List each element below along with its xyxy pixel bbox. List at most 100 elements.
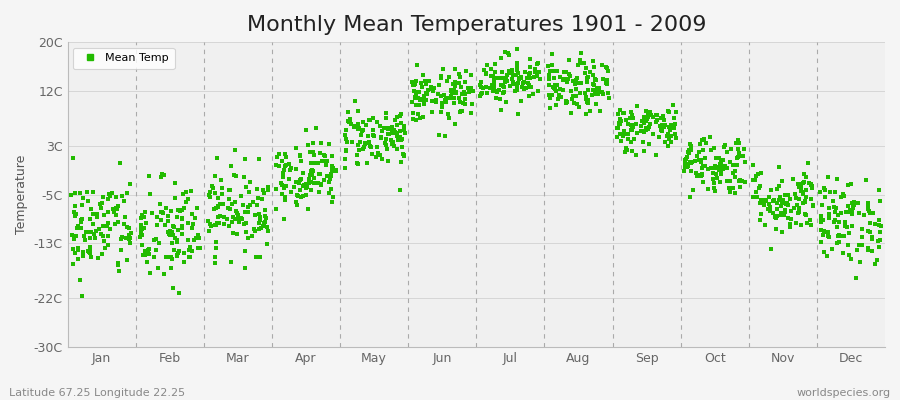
Point <box>704 165 718 171</box>
Point <box>355 128 369 135</box>
Point <box>166 232 180 238</box>
Point <box>476 85 491 91</box>
Point <box>487 85 501 91</box>
Point <box>708 162 723 169</box>
Point <box>152 240 166 246</box>
Point <box>524 84 538 90</box>
Point <box>749 173 763 179</box>
Point <box>134 242 148 248</box>
Point <box>79 228 94 235</box>
Point <box>394 158 409 165</box>
Point <box>282 161 296 168</box>
Point <box>118 214 132 220</box>
Point <box>238 265 253 272</box>
Point <box>276 167 291 173</box>
Point <box>714 169 728 176</box>
Point <box>796 191 811 198</box>
Point <box>176 190 190 197</box>
Point <box>706 176 720 182</box>
Point <box>763 187 778 194</box>
Point <box>175 225 189 231</box>
Point <box>344 120 358 127</box>
Point <box>381 126 395 132</box>
Point <box>716 166 730 172</box>
Point <box>805 196 819 202</box>
Point <box>779 200 794 207</box>
Point <box>762 194 777 200</box>
Point <box>497 84 511 90</box>
Title: Monthly Mean Temperatures 1901 - 2009: Monthly Mean Temperatures 1901 - 2009 <box>247 15 706 35</box>
Point <box>321 141 336 148</box>
Point <box>767 197 781 204</box>
Point <box>148 237 162 243</box>
Point <box>845 211 859 218</box>
Point <box>835 250 850 256</box>
Point <box>560 79 574 85</box>
Point <box>566 78 580 84</box>
Point <box>716 157 730 163</box>
Point <box>428 99 443 105</box>
Point <box>555 77 570 83</box>
Point <box>527 69 542 76</box>
Point <box>637 118 652 124</box>
Point <box>542 72 556 78</box>
Point <box>590 91 605 98</box>
Point <box>71 247 86 254</box>
Point <box>283 167 297 173</box>
Point <box>172 208 186 214</box>
Point <box>101 233 115 239</box>
Point <box>600 65 615 71</box>
Point <box>778 192 793 198</box>
Point <box>462 89 476 96</box>
Point <box>324 186 338 192</box>
Point <box>189 235 203 242</box>
Point <box>616 110 631 116</box>
Point <box>526 91 540 98</box>
Point <box>713 178 727 185</box>
Point <box>626 122 640 128</box>
Point <box>861 208 876 214</box>
Point <box>552 92 566 98</box>
Point <box>432 132 446 138</box>
Point <box>170 253 184 260</box>
Point <box>749 189 763 195</box>
Point <box>762 208 777 215</box>
Point <box>310 179 325 186</box>
Point <box>502 52 517 58</box>
Point <box>544 62 559 68</box>
Point <box>325 164 339 170</box>
Point <box>638 118 652 124</box>
Point <box>64 192 78 198</box>
Point <box>753 170 768 176</box>
Point <box>97 212 112 218</box>
Point <box>666 102 680 109</box>
Point <box>241 204 256 210</box>
Point <box>516 80 530 87</box>
Point <box>440 78 454 84</box>
Point <box>167 180 182 186</box>
Point <box>227 172 241 178</box>
Point <box>444 87 458 94</box>
Point <box>487 75 501 81</box>
Point <box>836 233 850 240</box>
Point <box>360 160 374 166</box>
Point <box>454 74 468 80</box>
Point <box>135 232 149 238</box>
Point <box>253 216 267 223</box>
Point <box>530 73 544 79</box>
Point <box>326 168 340 175</box>
Point <box>394 136 409 142</box>
Point <box>299 180 313 187</box>
Point <box>122 225 136 231</box>
Point <box>774 202 788 209</box>
Point <box>253 214 267 220</box>
Point <box>720 165 734 172</box>
Point <box>792 184 806 190</box>
Point <box>437 133 452 139</box>
Point <box>847 199 861 206</box>
Point <box>417 93 431 100</box>
Point <box>618 116 633 123</box>
Point <box>371 150 385 156</box>
Point <box>338 156 352 162</box>
Point <box>700 186 715 193</box>
